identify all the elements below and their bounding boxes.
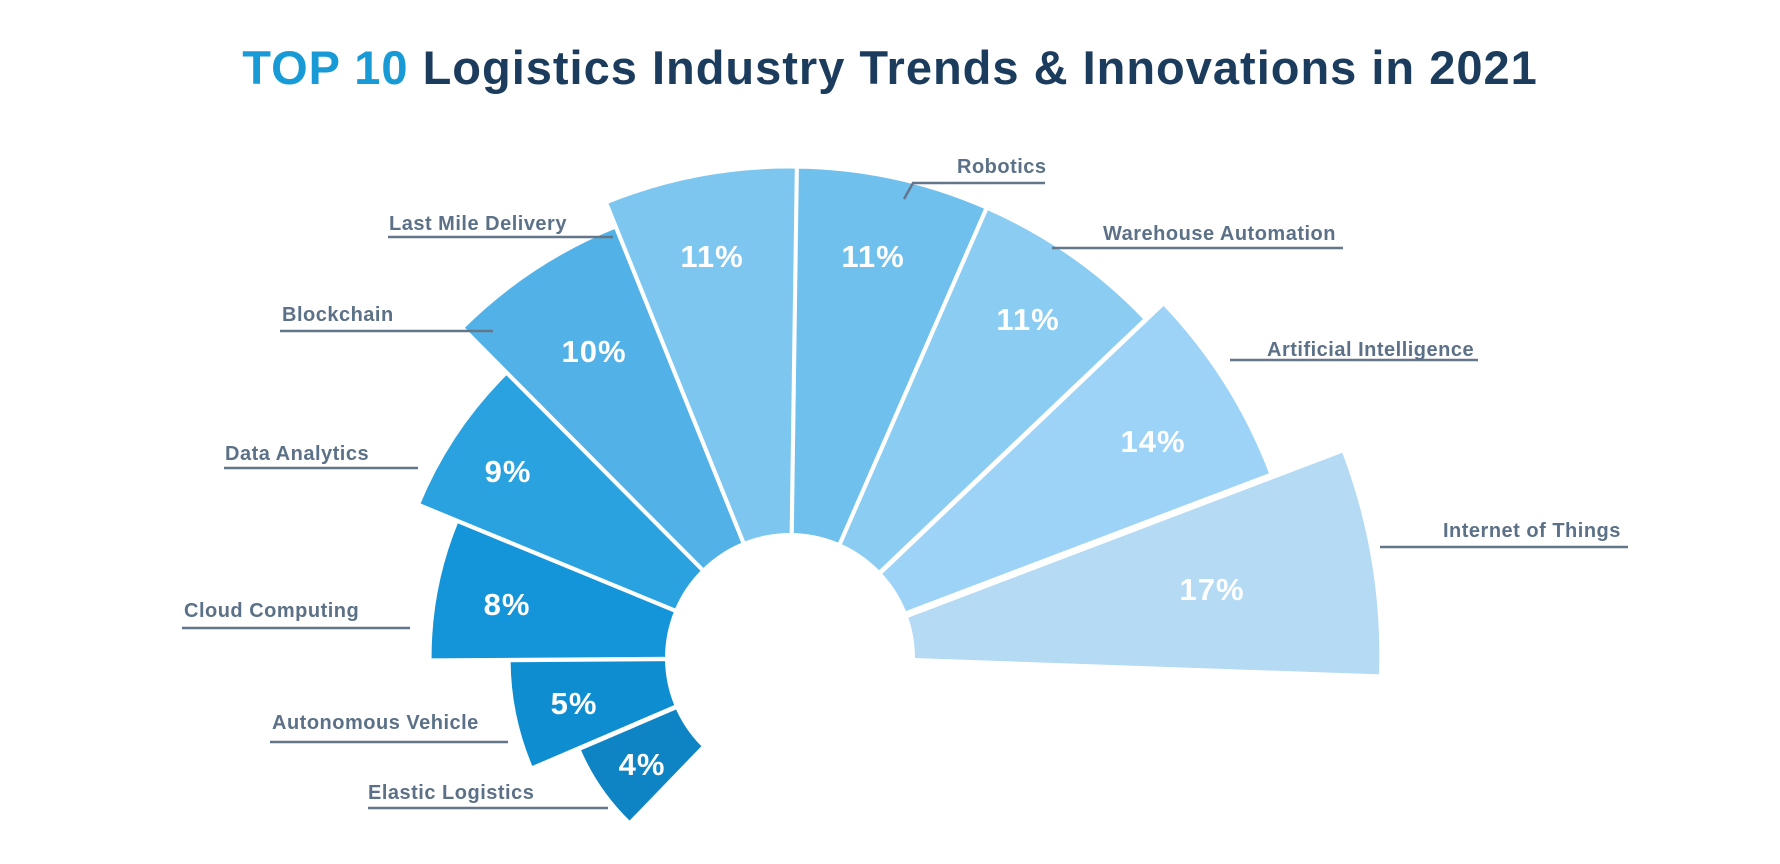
category-label-cloud-computing: Cloud Computing bbox=[184, 600, 360, 622]
category-label-blockchain: Blockchain bbox=[282, 304, 394, 326]
pct-label-artificial-intelligence: 14% bbox=[1120, 424, 1186, 459]
category-label-warehouse-automation: Warehouse Automation bbox=[1103, 223, 1336, 245]
pct-label-cloud-computing: 8% bbox=[483, 587, 531, 622]
title-rest: Logistics Industry Trends & Innovations … bbox=[408, 41, 1538, 94]
category-label-autonomous-vehicle: Autonomous Vehicle bbox=[272, 712, 479, 734]
wedge-artificial-intelligence bbox=[793, 302, 1273, 657]
pct-label-elastic-logistics: 4% bbox=[618, 747, 666, 782]
wedge-blockchain bbox=[461, 225, 790, 657]
category-label-artificial-intelligence: Artificial Intelligence bbox=[1267, 339, 1475, 361]
category-label-elastic-logistics: Elastic Logistics bbox=[368, 782, 535, 804]
page-title: TOP 10 Logistics Industry Trends & Innov… bbox=[242, 40, 1538, 95]
category-label-robotics: Robotics bbox=[957, 156, 1047, 178]
wedge-internet-of-things bbox=[802, 449, 1383, 678]
pct-label-internet-of-things: 17% bbox=[1179, 572, 1245, 607]
wedge-last-mile-delivery bbox=[605, 165, 798, 657]
pct-label-last-mile-delivery: 11% bbox=[680, 239, 744, 274]
category-label-last-mile-delivery: Last Mile Delivery bbox=[389, 213, 567, 235]
category-label-data-analytics: Data Analytics bbox=[225, 443, 370, 465]
center-hole bbox=[665, 533, 915, 783]
pct-label-robotics: 11% bbox=[841, 239, 905, 274]
wedge-warehouse-automation bbox=[790, 206, 1147, 657]
pct-label-data-analytics: 9% bbox=[484, 454, 532, 489]
wedge-robotics bbox=[789, 165, 988, 657]
pct-label-autonomous-vehicle: 5% bbox=[550, 686, 598, 721]
category-label-internet-of-things: Internet of Things bbox=[1443, 520, 1621, 542]
pct-label-blockchain: 10% bbox=[561, 334, 627, 369]
label-underline-robotics bbox=[902, 181, 1045, 200]
pct-label-warehouse-automation: 11% bbox=[996, 302, 1060, 337]
title-highlight: TOP 10 bbox=[242, 41, 409, 94]
